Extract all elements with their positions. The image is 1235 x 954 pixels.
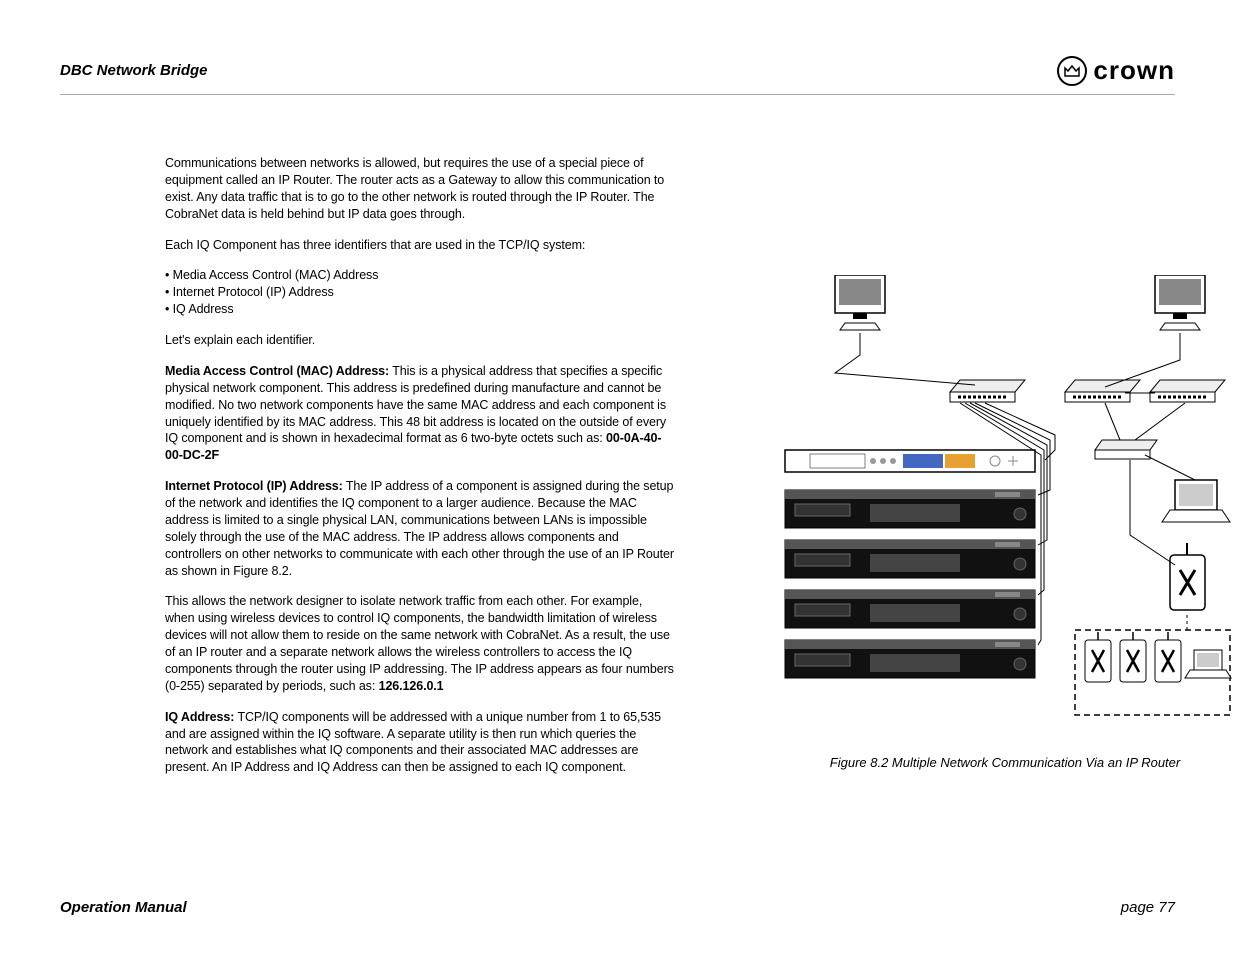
paragraph-identifiers: Each IQ Component has three identifiers … [165, 237, 675, 254]
network-diagram: Figure 8.2 Multiple Network Communicatio… [775, 275, 1235, 770]
figure-column: Figure 8.2 Multiple Network Communicatio… [735, 155, 1175, 874]
paragraph-explain: Let's explain each identifier. [165, 332, 675, 349]
paragraph-ip2: This allows the network designer to isol… [165, 593, 675, 694]
ip-text: The IP address of a component is assigne… [165, 479, 674, 577]
paragraph-intro: Communications between networks is allow… [165, 155, 675, 223]
mac-label: Media Access Control (MAC) Address: [165, 364, 389, 378]
page-content: Communications between networks is allow… [165, 155, 1175, 874]
figure-caption: Figure 8.2 Multiple Network Communicatio… [775, 755, 1235, 770]
ip-example: 126.126.0.1 [379, 679, 444, 693]
iq-label: IQ Address: [165, 710, 234, 724]
footer-left: Operation Manual [60, 899, 187, 916]
paragraph-iq: IQ Address: TCP/IQ components will be ad… [165, 709, 675, 777]
page-footer: Operation Manual page 77 [60, 899, 1175, 916]
page-header: DBC Network Bridge crown [60, 55, 1175, 95]
ip-label: Internet Protocol (IP) Address: [165, 479, 343, 493]
iq-text: TCP/IQ components will be addressed with… [165, 710, 661, 775]
header-title: DBC Network Bridge [60, 62, 208, 79]
identifier-list: • Media Access Control (MAC) Address • I… [165, 267, 675, 318]
list-item: • Internet Protocol (IP) Address [165, 284, 675, 301]
paragraph-ip: Internet Protocol (IP) Address: The IP a… [165, 478, 675, 579]
footer-page: page 77 [1121, 899, 1175, 916]
brand-logo: crown [1057, 55, 1175, 86]
text-column: Communications between networks is allow… [165, 155, 675, 874]
list-item: • IQ Address [165, 301, 675, 318]
logo-text: crown [1093, 55, 1175, 86]
list-item: • Media Access Control (MAC) Address [165, 267, 675, 284]
crown-icon [1057, 56, 1087, 86]
paragraph-mac: Media Access Control (MAC) Address: This… [165, 363, 675, 464]
